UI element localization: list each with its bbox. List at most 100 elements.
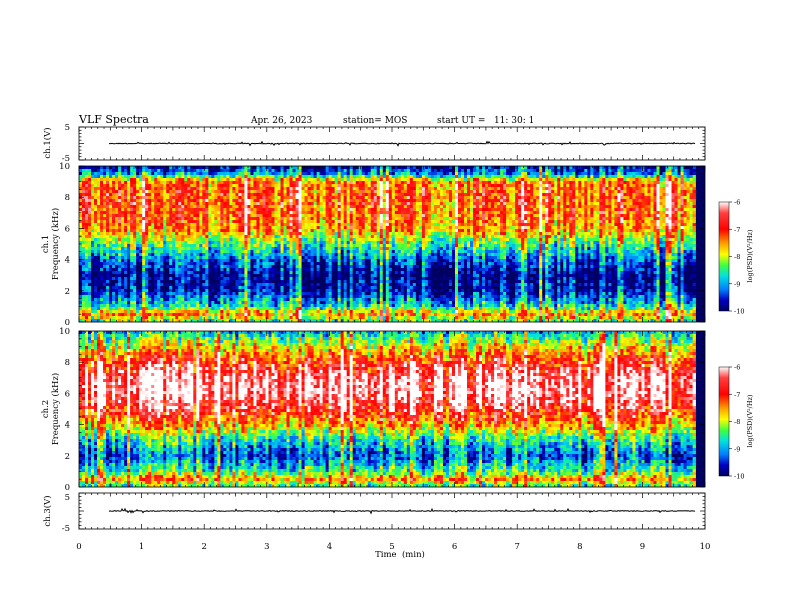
spectrogram-cell: [268, 289, 271, 292]
spectrogram-cell: [262, 268, 265, 271]
spectrogram-cell: [160, 286, 163, 289]
spectrogram-cell: [208, 256, 211, 259]
spectrogram-cell: [169, 316, 172, 319]
spectrogram-cell: [157, 268, 160, 271]
spectrogram-cell: [296, 226, 299, 229]
spectrogram-cell: [196, 310, 199, 313]
spectrogram-cell: [88, 307, 91, 310]
spectrogram-cell: [287, 298, 290, 301]
spectrogram-cell: [220, 226, 223, 229]
spectrogram-cell: [97, 238, 100, 241]
spectrogram-cell: [202, 205, 205, 208]
spectrogram-cell: [223, 175, 226, 178]
spectrogram-cell: [112, 226, 115, 229]
spectrogram-cell: [320, 172, 323, 175]
spectrogram-cell: [305, 199, 308, 202]
spectrogram-cell: [220, 244, 223, 247]
spectrogram-cell: [100, 211, 103, 214]
spectrogram-cell: [175, 223, 178, 226]
spectrogram-cell: [88, 211, 91, 214]
spectrogram-cell: [163, 262, 166, 265]
spectrogram-cell: [344, 313, 347, 316]
spectrogram-cell: [130, 295, 133, 298]
spectrogram-cell: [296, 196, 299, 199]
spectrogram-cell: [187, 229, 190, 232]
spectrogram-cell: [320, 220, 323, 223]
spectrogram-cell: [229, 271, 232, 274]
spectrogram-cell: [278, 187, 281, 190]
spectrogram-cell: [133, 262, 136, 265]
spectrogram-cell: [160, 235, 163, 238]
spectrogram-cell: [112, 259, 115, 262]
spectrogram-cell: [151, 196, 154, 199]
spectrogram-cell: [238, 205, 241, 208]
spectrogram-cell: [166, 184, 169, 187]
spectrogram-cell: [199, 274, 202, 277]
spectrogram-cell: [347, 271, 350, 274]
spectrogram-cell: [278, 307, 281, 310]
spectrogram-cell: [341, 280, 344, 283]
spectrogram-cell: [133, 184, 136, 187]
spectrogram-cell: [259, 199, 262, 202]
spectrogram-cell: [202, 244, 205, 247]
spectrogram-cell: [214, 187, 217, 190]
spectrogram-cell: [244, 190, 247, 193]
spectrogram-cell: [253, 268, 256, 271]
spectrogram-cell: [284, 271, 287, 274]
spectrogram-cell: [190, 238, 193, 241]
spectrogram-cell: [250, 220, 253, 223]
spectrogram-cell: [181, 289, 184, 292]
spectrogram-cell: [253, 223, 256, 226]
spectrogram-cell: [308, 241, 311, 244]
spectrogram-cell: [238, 304, 241, 307]
spectrogram-cell: [308, 295, 311, 298]
spectrogram-cell: [178, 187, 181, 190]
spectrogram-cell: [214, 259, 217, 262]
spectrogram-cell: [308, 190, 311, 193]
spectrogram-cell: [308, 232, 311, 235]
spectrogram-cell: [320, 247, 323, 250]
spectrogram-cell: [332, 286, 335, 289]
spectrogram-cell: [308, 202, 311, 205]
spectrogram-cell: [205, 301, 208, 304]
spectrogram-cell: [142, 238, 145, 241]
spectrogram-cell: [133, 208, 136, 211]
spectrogram-cell: [79, 271, 82, 274]
spectrogram-cell: [317, 205, 320, 208]
spectrogram-cell: [112, 268, 115, 271]
spectrogram-cell: [100, 277, 103, 280]
spectrogram-cell: [311, 166, 314, 169]
spectrogram-cell: [326, 283, 329, 286]
spectrogram-cell: [284, 223, 287, 226]
spectrogram-cell: [112, 316, 115, 319]
spectrogram-cell: [211, 286, 214, 289]
spectrogram-cell: [265, 181, 268, 184]
spectrogram-cell: [265, 298, 268, 301]
spectrogram-cell: [187, 304, 190, 307]
spectrogram-cell: [103, 226, 106, 229]
spectrogram-cell: [256, 265, 259, 268]
spectrogram-cell: [296, 208, 299, 211]
spectrogram-cell: [157, 229, 160, 232]
spectrogram-cell: [341, 220, 344, 223]
spectrogram-cell: [344, 229, 347, 232]
spectrogram-cell: [284, 286, 287, 289]
spectrogram-cell: [106, 223, 109, 226]
spectrogram-cell: [196, 205, 199, 208]
spectrogram-cell: [329, 304, 332, 307]
spectrogram-cell: [347, 232, 350, 235]
spectrogram-cell: [166, 286, 169, 289]
spectrogram-cell: [235, 316, 238, 319]
spectrogram-cell: [268, 232, 271, 235]
spectrogram-cell: [314, 286, 317, 289]
spectrogram-cell: [253, 211, 256, 214]
spectrogram-cell: [265, 229, 268, 232]
spectrogram-cell: [157, 226, 160, 229]
spectrogram-cell: [160, 196, 163, 199]
spectrogram-cell: [290, 298, 293, 301]
spectrogram-cell: [247, 292, 250, 295]
spectrogram-cell: [112, 223, 115, 226]
spectrogram-cell: [142, 175, 145, 178]
spectrogram-cell: [130, 223, 133, 226]
spectrogram-cell: [205, 196, 208, 199]
